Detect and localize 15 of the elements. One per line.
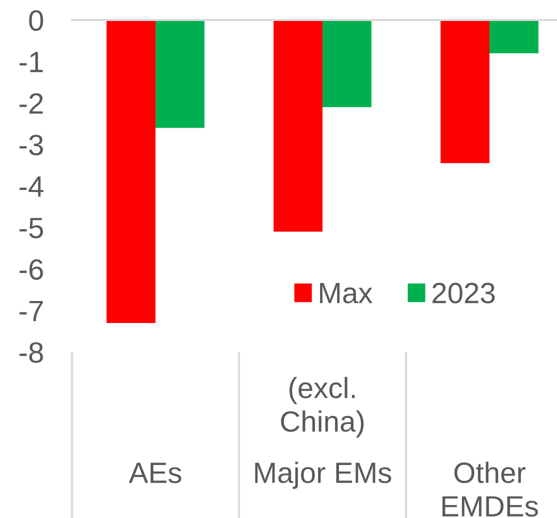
legend-label: 2023 [432,282,495,304]
y-tick-label: -5 [20,218,43,238]
y-tick-label: -4 [20,176,44,197]
y-tick-label: -8 [20,342,43,363]
y-tick-label: -3 [20,134,43,156]
y-tick-label: 0 [29,10,44,31]
x-tick-label: AEs [128,462,182,484]
y-tick-label: -1 [20,52,43,72]
x-tick-label: Other EMDEs [442,462,538,517]
y-tick-label: -2 [20,93,43,114]
y-tick-label: -6 [20,259,43,280]
y-tick-label: -7 [20,301,43,322]
text: (excl. China) [281,376,364,438]
legend-label: Max [320,283,372,304]
x-tick-label: Major EMs [255,462,392,489]
